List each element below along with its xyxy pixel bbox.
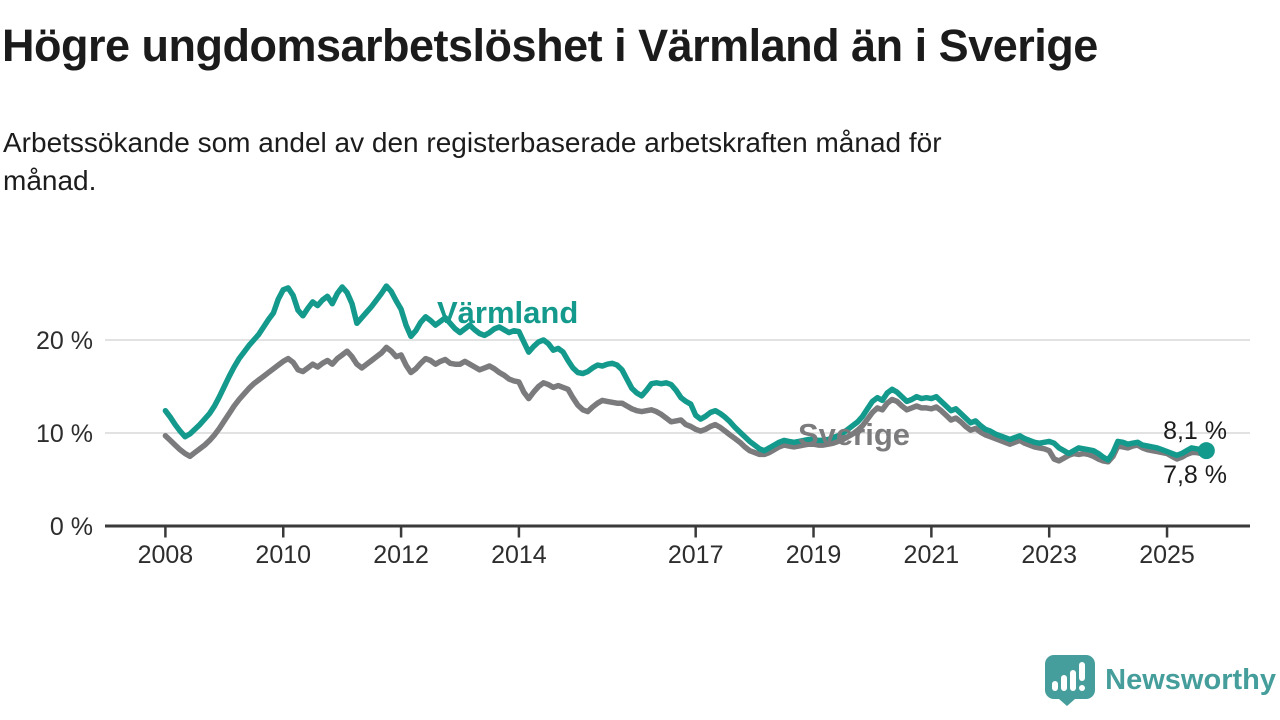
page-title: Högre ungdomsarbetslöshet i Värmland än … (2, 20, 1098, 71)
newsworthy-logo: Newsworthy (1043, 654, 1276, 706)
x-axis-label: 2019 (786, 541, 842, 569)
y-axis-label: 10 % (36, 420, 93, 448)
y-axis-label: 20 % (36, 327, 93, 355)
x-axis-label: 2010 (255, 541, 311, 569)
x-axis-label: 2017 (668, 541, 724, 569)
chart-subtitle: Arbetssökande som andel av den registerb… (3, 124, 1183, 200)
end-value-label-sverige: 7,8 % (1163, 461, 1227, 489)
x-axis-label: 2008 (138, 541, 194, 569)
series-line-värmland (162, 283, 1210, 463)
chart-subtitle-line-2: månad. (3, 165, 97, 196)
y-axis-label: 0 % (50, 513, 93, 541)
newsworthy-logo-text: Newsworthy (1105, 663, 1276, 696)
chart-subtitle-line-1: Arbetssökande som andel av den registerb… (3, 127, 942, 158)
newsworthy-logo-icon (1045, 655, 1096, 706)
series-label-varmland: Värmland (437, 295, 579, 330)
series-label-sverige: Sverige (798, 417, 911, 452)
x-axis-label: 2014 (491, 541, 547, 569)
x-axis-label: 2023 (1021, 541, 1077, 569)
latest-point-marker (1197, 442, 1215, 460)
x-axis-label: 2021 (904, 541, 960, 569)
end-value-label-varmland: 8,1 % (1163, 417, 1227, 445)
x-axis-label: 2012 (373, 541, 429, 569)
series-line-sverige (162, 344, 1210, 465)
x-axis-label: 2025 (1139, 541, 1195, 569)
